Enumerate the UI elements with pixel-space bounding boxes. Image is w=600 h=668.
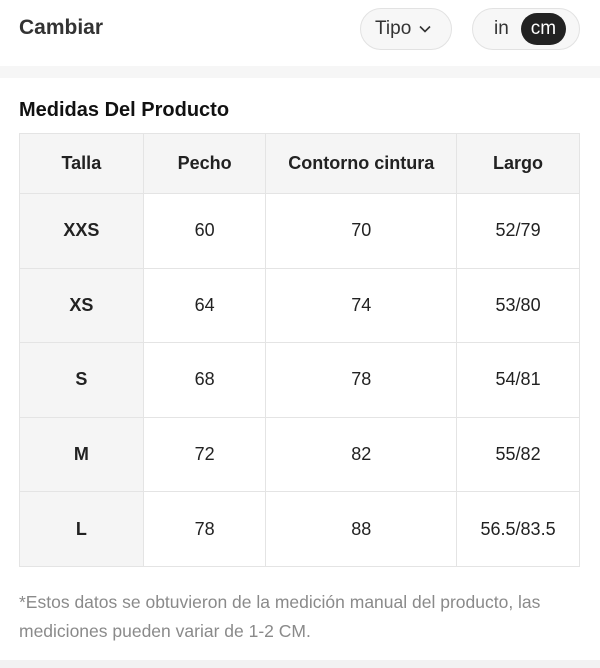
table-cell: 88 <box>265 491 458 567</box>
table-cell: 60 <box>142 193 267 269</box>
section-title: Medidas Del Producto <box>19 99 230 121</box>
type-dropdown-label: Tipo <box>375 18 412 39</box>
table-cell: 68 <box>142 342 267 418</box>
table-cell: 72 <box>142 416 267 493</box>
column-header: Pecho <box>142 133 267 194</box>
table-cell: 56.5/83.5 <box>456 491 580 567</box>
table-cell: 54/81 <box>456 342 580 418</box>
table-header-row: Talla Pecho Contorno cintura Largo <box>19 133 580 194</box>
table-row: XXS 60 70 52/79 <box>19 193 580 269</box>
size-cell: XXS <box>19 193 144 269</box>
table-row: S 68 78 54/81 <box>19 342 580 418</box>
size-table: Talla Pecho Contorno cintura Largo XXS 60… <box>19 133 580 567</box>
table-cell: 53/80 <box>456 267 580 344</box>
bottom-divider <box>0 660 600 668</box>
table-cell: 78 <box>265 342 458 418</box>
header: Cambiar Tipo in cm <box>0 0 600 66</box>
table-cell: 70 <box>265 193 458 269</box>
table-row: L 78 88 56.5/83.5 <box>19 491 580 567</box>
table-cell: 64 <box>142 267 267 344</box>
size-cell: S <box>19 342 144 418</box>
unit-in-option[interactable]: in <box>494 18 509 39</box>
divider <box>0 66 600 78</box>
table-row: M 72 82 55/82 <box>19 416 580 493</box>
unit-toggle: in cm <box>472 8 580 50</box>
table-cell: 78 <box>142 491 267 567</box>
table-cell: 52/79 <box>456 193 580 269</box>
column-header: Largo <box>456 133 580 194</box>
column-header: Talla <box>19 133 144 194</box>
header-title: Cambiar <box>19 16 104 39</box>
size-cell: XS <box>19 267 144 344</box>
table-row: XS 64 74 53/80 <box>19 267 580 344</box>
table-cell: 55/82 <box>456 416 580 493</box>
type-dropdown[interactable]: Tipo <box>360 8 452 50</box>
table-cell: 82 <box>265 416 458 493</box>
size-cell: L <box>19 491 144 567</box>
chevron-down-icon <box>419 25 431 33</box>
unit-cm-option[interactable]: cm <box>520 13 567 45</box>
size-cell: M <box>19 416 144 493</box>
measurement-note: *Estos datos se obtuvieron de la medició… <box>19 592 541 641</box>
table-cell: 74 <box>265 267 458 344</box>
column-header: Contorno cintura <box>265 133 458 194</box>
